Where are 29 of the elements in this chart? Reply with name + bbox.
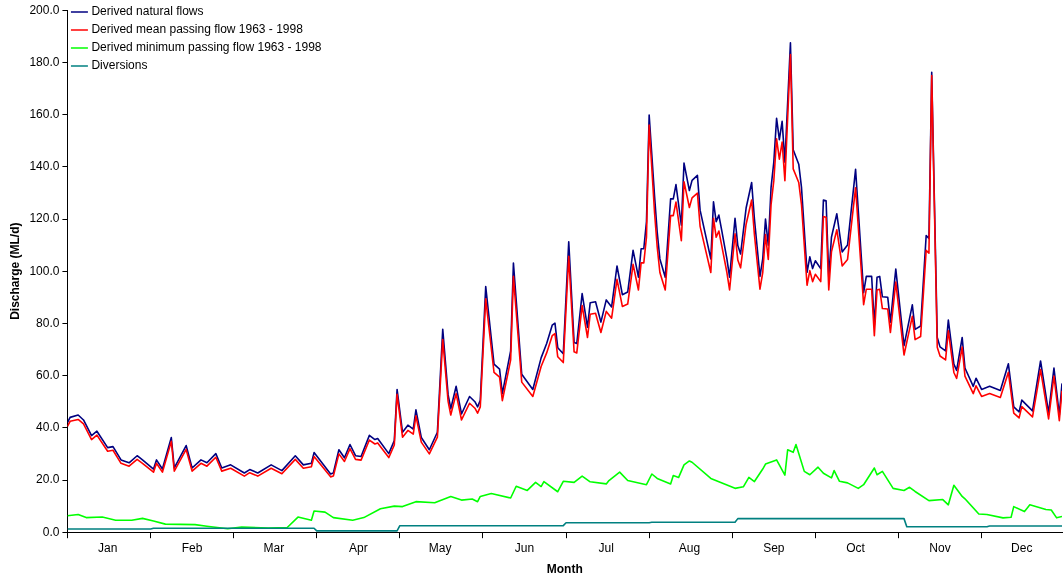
x-tick-label: Jun xyxy=(514,540,535,555)
x-tick-label: Oct xyxy=(846,540,866,555)
y-tick-label: 120.0 xyxy=(29,211,60,226)
legend-label: Diversions xyxy=(91,58,148,73)
y-tick-label: 160.0 xyxy=(29,106,60,121)
y-tick-label: 60.0 xyxy=(36,367,60,382)
y-tick-label: 0.0 xyxy=(42,524,60,539)
x-tick-label: Jan xyxy=(97,540,118,555)
x-tick-label: Nov xyxy=(929,540,951,555)
x-tick-label: Apr xyxy=(348,540,368,555)
x-tick-label: Feb xyxy=(181,540,203,555)
y-tick-label: 140.0 xyxy=(29,159,60,174)
y-tick-label: 40.0 xyxy=(36,420,60,435)
legend-label: Derived mean passing flow 1963 - 1998 xyxy=(91,22,304,37)
y-tick-label: 20.0 xyxy=(36,472,60,487)
x-tick-label: Dec xyxy=(1011,540,1033,555)
x-axis-title: Month xyxy=(546,562,583,577)
x-tick-label: May xyxy=(428,540,452,555)
legend-label: Derived minimum passing flow 1963 - 1998 xyxy=(91,40,322,55)
y-tick-label: 180.0 xyxy=(29,54,60,69)
y-tick-label: 100.0 xyxy=(29,263,60,278)
x-tick-label: Mar xyxy=(263,540,285,555)
y-tick-label: 80.0 xyxy=(36,315,60,330)
y-axis-title: Discharge (ML/d) xyxy=(7,222,22,320)
x-tick-label: Sep xyxy=(763,540,785,555)
legend-label: Derived natural flows xyxy=(91,4,204,19)
x-tick-label: Jul xyxy=(598,540,614,555)
y-tick-label: 200.0 xyxy=(29,2,60,17)
x-tick-label: Aug xyxy=(678,540,701,555)
